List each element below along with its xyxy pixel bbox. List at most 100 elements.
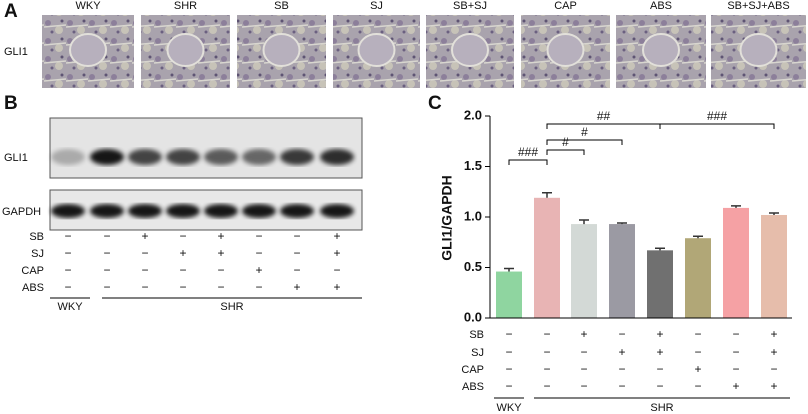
treatment-sign: − bbox=[293, 229, 300, 243]
blot-band bbox=[242, 204, 276, 218]
treatment-sign: − bbox=[543, 327, 550, 341]
y-tick-label: 2.0 bbox=[464, 107, 482, 122]
bar bbox=[534, 197, 560, 318]
error-bar bbox=[579, 219, 589, 225]
treatment-sign: − bbox=[543, 379, 550, 393]
row-label: SB bbox=[29, 231, 44, 243]
treatment-sign: + bbox=[770, 345, 777, 359]
significance-bracket bbox=[546, 123, 661, 129]
treatment-sign: − bbox=[543, 362, 550, 376]
column-label: SHR bbox=[174, 0, 197, 12]
row-label: GLI1 bbox=[4, 46, 28, 58]
treatment-sign: − bbox=[141, 263, 148, 277]
significance-label: ### bbox=[707, 109, 727, 123]
y-tick-label: 0.0 bbox=[464, 309, 482, 324]
panel-a: A GLI1 bbox=[4, 1, 28, 58]
row-label: SJ bbox=[31, 248, 44, 260]
group-label: SHR bbox=[650, 402, 673, 414]
treatment-sign: − bbox=[694, 327, 701, 341]
treatment-sign: − bbox=[141, 246, 148, 260]
treatment-sign: − bbox=[217, 280, 224, 294]
treatment-sign: − bbox=[618, 362, 625, 376]
treatment-sign: − bbox=[179, 280, 186, 294]
treatment-sign: + bbox=[333, 246, 340, 260]
blot-band bbox=[128, 149, 162, 165]
column-label: SJ bbox=[370, 0, 383, 12]
treatment-sign: − bbox=[732, 327, 739, 341]
significance-label: ### bbox=[518, 145, 538, 159]
significance-label: # bbox=[562, 135, 569, 149]
panel-label: B bbox=[4, 93, 18, 114]
treatment-sign: − bbox=[179, 263, 186, 277]
treatment-sign: − bbox=[103, 229, 110, 243]
treatment-sign: + bbox=[179, 246, 186, 260]
error-bar bbox=[769, 212, 779, 215]
treatment-sign: + bbox=[694, 362, 701, 376]
treatment-sign: − bbox=[217, 263, 224, 277]
row-label: CAP bbox=[21, 265, 44, 277]
glomerulus bbox=[546, 33, 585, 67]
blot-band bbox=[242, 149, 276, 165]
treatment-sign: − bbox=[103, 280, 110, 294]
significance-bracket bbox=[508, 159, 548, 165]
error-bar bbox=[542, 192, 552, 198]
treatment-sign: − bbox=[64, 246, 71, 260]
blot-band bbox=[320, 204, 354, 218]
blot-band bbox=[280, 204, 314, 218]
treatment-sign: + bbox=[770, 379, 777, 393]
treatment-sign: − bbox=[732, 345, 739, 359]
treatment-sign: − bbox=[255, 280, 262, 294]
blot-label: GLI1 bbox=[4, 152, 28, 164]
treatment-sign: − bbox=[580, 379, 587, 393]
treatment-sign: − bbox=[64, 229, 71, 243]
treatment-sign: + bbox=[217, 229, 224, 243]
significance-bracket bbox=[546, 139, 623, 145]
glomerulus bbox=[262, 33, 301, 67]
blot-band bbox=[166, 204, 200, 218]
error-bar bbox=[617, 222, 627, 225]
treatment-sign: + bbox=[141, 229, 148, 243]
bar bbox=[496, 271, 522, 318]
column-label: SB+SJ bbox=[453, 0, 487, 12]
treatment-sign: + bbox=[618, 345, 625, 359]
blot-label: GAPDH bbox=[2, 206, 41, 218]
error-bar bbox=[693, 235, 703, 239]
treatment-sign: − bbox=[694, 345, 701, 359]
column-label: SB+SJ+ABS bbox=[727, 0, 789, 12]
blot-band bbox=[51, 204, 85, 218]
treatment-sign: + bbox=[656, 345, 663, 359]
treatment-sign: − bbox=[64, 280, 71, 294]
treatment-sign: − bbox=[333, 263, 340, 277]
row-label: SB bbox=[469, 329, 484, 341]
group-label: WKY bbox=[496, 402, 522, 414]
glomerulus bbox=[166, 33, 205, 67]
bar bbox=[571, 224, 597, 318]
column-label: ABS bbox=[650, 0, 672, 12]
blot-band bbox=[280, 149, 314, 165]
blot-band bbox=[90, 149, 124, 165]
row-label: CAP bbox=[461, 364, 484, 376]
blot-band bbox=[204, 149, 238, 165]
column-label: CAP bbox=[554, 0, 577, 12]
glomerulus bbox=[739, 33, 778, 67]
treatment-sign: − bbox=[64, 263, 71, 277]
blot-band bbox=[320, 149, 354, 165]
treatment-sign: − bbox=[618, 379, 625, 393]
panel-c: C GLI1/GAPDH bbox=[428, 93, 491, 318]
bar bbox=[723, 207, 749, 318]
row-label: SJ bbox=[471, 347, 484, 359]
blot-band bbox=[128, 204, 162, 218]
treatment-sign: + bbox=[333, 280, 340, 294]
glomerulus bbox=[451, 33, 489, 67]
treatment-sign: − bbox=[580, 345, 587, 359]
panel-label: A bbox=[4, 1, 18, 22]
y-tick-label: 0.5 bbox=[464, 259, 482, 274]
treatment-sign: − bbox=[656, 379, 663, 393]
treatment-sign: + bbox=[333, 229, 340, 243]
panel-label: C bbox=[428, 93, 442, 114]
treatment-sign: − bbox=[505, 345, 512, 359]
error-bar bbox=[731, 205, 741, 208]
error-bar bbox=[655, 247, 665, 251]
treatment-sign: − bbox=[505, 379, 512, 393]
